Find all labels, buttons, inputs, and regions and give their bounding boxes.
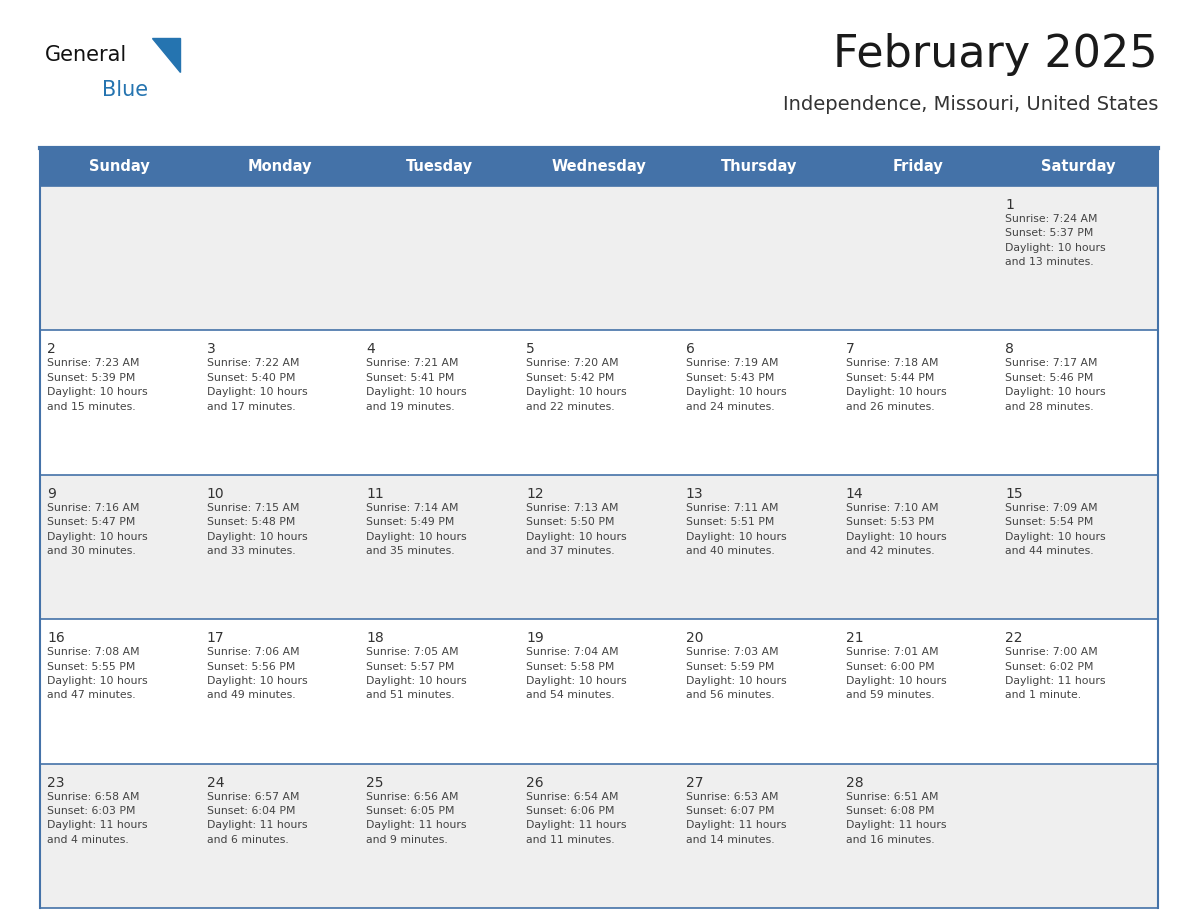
Text: Sunrise: 6:57 AM
Sunset: 6:04 PM
Daylight: 11 hours
and 6 minutes.: Sunrise: 6:57 AM Sunset: 6:04 PM Dayligh… — [207, 791, 308, 845]
Text: 28: 28 — [846, 776, 864, 789]
Bar — [40, 475, 1158, 620]
Bar — [40, 620, 1158, 764]
Text: 3: 3 — [207, 342, 215, 356]
Polygon shape — [152, 38, 181, 72]
Text: Sunrise: 7:19 AM
Sunset: 5:43 PM
Daylight: 10 hours
and 24 minutes.: Sunrise: 7:19 AM Sunset: 5:43 PM Dayligh… — [685, 358, 786, 411]
Text: 19: 19 — [526, 632, 544, 645]
Text: Sunrise: 7:21 AM
Sunset: 5:41 PM
Daylight: 10 hours
and 19 minutes.: Sunrise: 7:21 AM Sunset: 5:41 PM Dayligh… — [366, 358, 467, 411]
Text: 22: 22 — [1005, 632, 1023, 645]
Text: 26: 26 — [526, 776, 544, 789]
Text: Sunrise: 7:20 AM
Sunset: 5:42 PM
Daylight: 10 hours
and 22 minutes.: Sunrise: 7:20 AM Sunset: 5:42 PM Dayligh… — [526, 358, 627, 411]
Bar — [40, 186, 1158, 330]
Text: Sunrise: 6:54 AM
Sunset: 6:06 PM
Daylight: 11 hours
and 11 minutes.: Sunrise: 6:54 AM Sunset: 6:06 PM Dayligh… — [526, 791, 626, 845]
Text: Sunrise: 7:18 AM
Sunset: 5:44 PM
Daylight: 10 hours
and 26 minutes.: Sunrise: 7:18 AM Sunset: 5:44 PM Dayligh… — [846, 358, 946, 411]
Bar — [40, 764, 1158, 908]
Text: Sunrise: 6:53 AM
Sunset: 6:07 PM
Daylight: 11 hours
and 14 minutes.: Sunrise: 6:53 AM Sunset: 6:07 PM Dayligh… — [685, 791, 786, 845]
Text: Blue: Blue — [102, 80, 148, 100]
Text: Sunrise: 7:23 AM
Sunset: 5:39 PM
Daylight: 10 hours
and 15 minutes.: Sunrise: 7:23 AM Sunset: 5:39 PM Dayligh… — [48, 358, 147, 411]
Text: Sunrise: 6:58 AM
Sunset: 6:03 PM
Daylight: 11 hours
and 4 minutes.: Sunrise: 6:58 AM Sunset: 6:03 PM Dayligh… — [48, 791, 147, 845]
Bar — [40, 148, 1158, 186]
Text: 11: 11 — [366, 487, 384, 501]
Text: 23: 23 — [48, 776, 64, 789]
Text: Sunrise: 7:16 AM
Sunset: 5:47 PM
Daylight: 10 hours
and 30 minutes.: Sunrise: 7:16 AM Sunset: 5:47 PM Dayligh… — [48, 503, 147, 556]
Text: Sunrise: 7:13 AM
Sunset: 5:50 PM
Daylight: 10 hours
and 37 minutes.: Sunrise: 7:13 AM Sunset: 5:50 PM Dayligh… — [526, 503, 627, 556]
Text: General: General — [45, 45, 127, 65]
Text: 25: 25 — [366, 776, 384, 789]
Text: 7: 7 — [846, 342, 854, 356]
Text: Independence, Missouri, United States: Independence, Missouri, United States — [783, 95, 1158, 115]
Text: Sunday: Sunday — [89, 160, 150, 174]
Text: 18: 18 — [366, 632, 384, 645]
Text: 6: 6 — [685, 342, 695, 356]
Text: Saturday: Saturday — [1041, 160, 1116, 174]
Text: Thursday: Thursday — [721, 160, 797, 174]
Text: 5: 5 — [526, 342, 535, 356]
Text: 16: 16 — [48, 632, 65, 645]
Text: 17: 17 — [207, 632, 225, 645]
Text: Wednesday: Wednesday — [551, 160, 646, 174]
Text: February 2025: February 2025 — [833, 33, 1158, 76]
Text: 9: 9 — [48, 487, 56, 501]
Text: Sunrise: 7:04 AM
Sunset: 5:58 PM
Daylight: 10 hours
and 54 minutes.: Sunrise: 7:04 AM Sunset: 5:58 PM Dayligh… — [526, 647, 627, 700]
Text: 1: 1 — [1005, 198, 1015, 212]
Text: Sunrise: 7:10 AM
Sunset: 5:53 PM
Daylight: 10 hours
and 42 minutes.: Sunrise: 7:10 AM Sunset: 5:53 PM Dayligh… — [846, 503, 946, 556]
Text: Sunrise: 7:14 AM
Sunset: 5:49 PM
Daylight: 10 hours
and 35 minutes.: Sunrise: 7:14 AM Sunset: 5:49 PM Dayligh… — [366, 503, 467, 556]
Text: 12: 12 — [526, 487, 544, 501]
Text: 14: 14 — [846, 487, 864, 501]
Text: 2: 2 — [48, 342, 56, 356]
Text: Monday: Monday — [247, 160, 311, 174]
Text: Sunrise: 7:11 AM
Sunset: 5:51 PM
Daylight: 10 hours
and 40 minutes.: Sunrise: 7:11 AM Sunset: 5:51 PM Dayligh… — [685, 503, 786, 556]
Text: Sunrise: 7:24 AM
Sunset: 5:37 PM
Daylight: 10 hours
and 13 minutes.: Sunrise: 7:24 AM Sunset: 5:37 PM Dayligh… — [1005, 214, 1106, 267]
Text: Sunrise: 6:51 AM
Sunset: 6:08 PM
Daylight: 11 hours
and 16 minutes.: Sunrise: 6:51 AM Sunset: 6:08 PM Dayligh… — [846, 791, 946, 845]
Text: Sunrise: 7:15 AM
Sunset: 5:48 PM
Daylight: 10 hours
and 33 minutes.: Sunrise: 7:15 AM Sunset: 5:48 PM Dayligh… — [207, 503, 308, 556]
Text: Sunrise: 7:08 AM
Sunset: 5:55 PM
Daylight: 10 hours
and 47 minutes.: Sunrise: 7:08 AM Sunset: 5:55 PM Dayligh… — [48, 647, 147, 700]
Text: Sunrise: 7:17 AM
Sunset: 5:46 PM
Daylight: 10 hours
and 28 minutes.: Sunrise: 7:17 AM Sunset: 5:46 PM Dayligh… — [1005, 358, 1106, 411]
Text: Sunrise: 7:00 AM
Sunset: 6:02 PM
Daylight: 11 hours
and 1 minute.: Sunrise: 7:00 AM Sunset: 6:02 PM Dayligh… — [1005, 647, 1106, 700]
Text: Sunrise: 7:01 AM
Sunset: 6:00 PM
Daylight: 10 hours
and 59 minutes.: Sunrise: 7:01 AM Sunset: 6:00 PM Dayligh… — [846, 647, 946, 700]
Text: 21: 21 — [846, 632, 864, 645]
Text: 13: 13 — [685, 487, 703, 501]
Text: Sunrise: 7:09 AM
Sunset: 5:54 PM
Daylight: 10 hours
and 44 minutes.: Sunrise: 7:09 AM Sunset: 5:54 PM Dayligh… — [1005, 503, 1106, 556]
Text: 10: 10 — [207, 487, 225, 501]
Text: Sunrise: 7:22 AM
Sunset: 5:40 PM
Daylight: 10 hours
and 17 minutes.: Sunrise: 7:22 AM Sunset: 5:40 PM Dayligh… — [207, 358, 308, 411]
Text: Tuesday: Tuesday — [406, 160, 473, 174]
Text: 4: 4 — [366, 342, 375, 356]
Text: Sunrise: 7:03 AM
Sunset: 5:59 PM
Daylight: 10 hours
and 56 minutes.: Sunrise: 7:03 AM Sunset: 5:59 PM Dayligh… — [685, 647, 786, 700]
Text: Sunrise: 6:56 AM
Sunset: 6:05 PM
Daylight: 11 hours
and 9 minutes.: Sunrise: 6:56 AM Sunset: 6:05 PM Dayligh… — [366, 791, 467, 845]
Text: 20: 20 — [685, 632, 703, 645]
Text: Sunrise: 7:06 AM
Sunset: 5:56 PM
Daylight: 10 hours
and 49 minutes.: Sunrise: 7:06 AM Sunset: 5:56 PM Dayligh… — [207, 647, 308, 700]
Text: 8: 8 — [1005, 342, 1015, 356]
Text: Sunrise: 7:05 AM
Sunset: 5:57 PM
Daylight: 10 hours
and 51 minutes.: Sunrise: 7:05 AM Sunset: 5:57 PM Dayligh… — [366, 647, 467, 700]
Bar — [40, 330, 1158, 475]
Text: 27: 27 — [685, 776, 703, 789]
Text: 24: 24 — [207, 776, 225, 789]
Text: 15: 15 — [1005, 487, 1023, 501]
Text: Friday: Friday — [893, 160, 943, 174]
